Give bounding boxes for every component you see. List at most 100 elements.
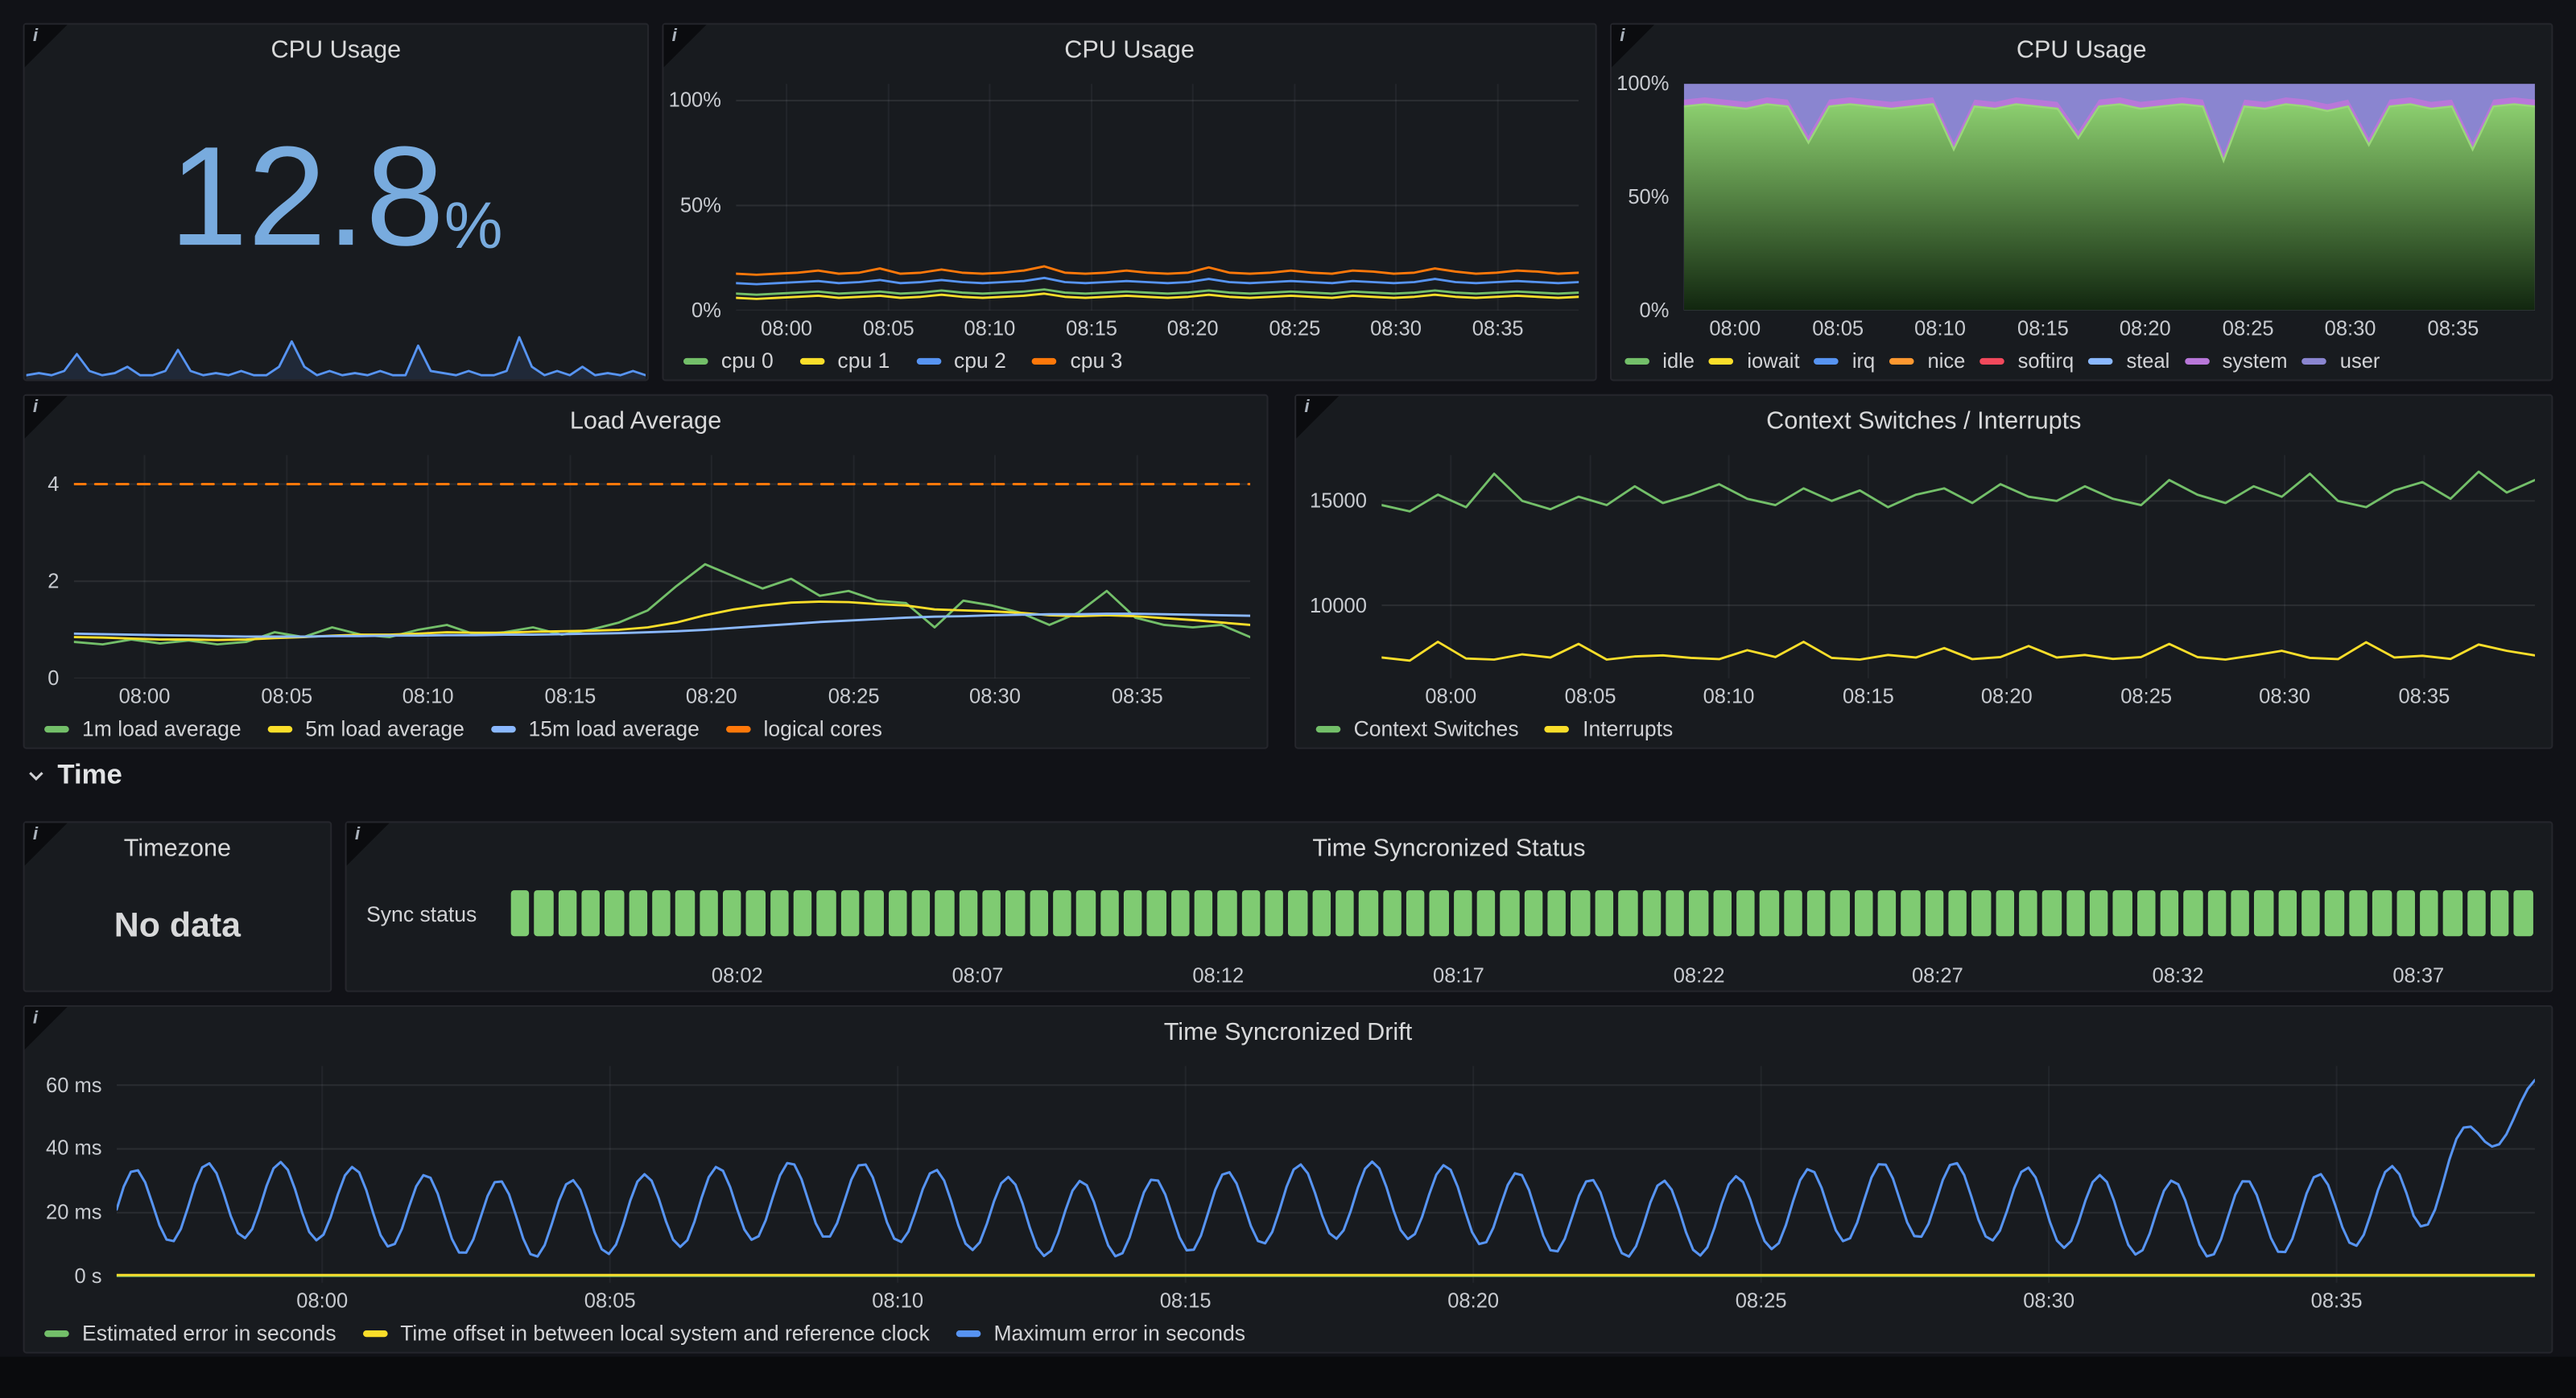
legend-item-irq[interactable]: irq bbox=[1814, 349, 1875, 372]
legend-item-cpu-1[interactable]: cpu 1 bbox=[799, 348, 890, 373]
status-bar bbox=[958, 890, 978, 937]
legend-item-cpu-3[interactable]: cpu 3 bbox=[1032, 348, 1123, 373]
panel-info-icon[interactable]: i bbox=[24, 1007, 68, 1050]
panel-title[interactable]: CPU Usage bbox=[663, 25, 1595, 74]
status-bar bbox=[1052, 890, 1072, 937]
x-axis-label: 08:30 bbox=[969, 685, 1021, 708]
legend-item-steal[interactable]: steal bbox=[2088, 348, 2170, 373]
x-axis-label: 08:05 bbox=[1812, 316, 1864, 340]
panel-info-icon[interactable]: i bbox=[346, 823, 390, 866]
y-axis-label: 0% bbox=[1639, 299, 1670, 322]
legend-swatch bbox=[1545, 725, 1570, 732]
status-bar bbox=[1712, 890, 1732, 937]
legend-label: steal bbox=[2126, 348, 2170, 373]
panel-cpu-usage-per-core: i CPU Usage 0% 50% 100% 08:00 08:05 08:10 08:… bbox=[662, 23, 1597, 381]
x-axis-label: 08:25 bbox=[828, 685, 880, 708]
panel-title-text: Load Average bbox=[569, 406, 722, 435]
status-bar bbox=[1971, 890, 1991, 937]
x-axis-label: 08:15 bbox=[1842, 685, 1894, 708]
legend-item-logical-cores[interactable]: logical cores bbox=[725, 716, 882, 740]
legend-item-estimated-error-in-seconds[interactable]: Estimated error in seconds bbox=[44, 1321, 336, 1345]
legend-label: Context Switches bbox=[1353, 715, 1519, 741]
y-axis-label: 60 ms bbox=[46, 1073, 102, 1097]
status-bar bbox=[840, 890, 860, 937]
legend-item-system[interactable]: system bbox=[2184, 349, 2287, 372]
x-axis: 08:00 08:05 08:10 08:15 08:20 08:25 08:30 08:35 bbox=[736, 311, 1579, 342]
panel-info-icon[interactable]: i bbox=[24, 823, 68, 866]
panel-title[interactable]: CPU Usage bbox=[1612, 25, 2551, 74]
legend-swatch bbox=[490, 725, 516, 732]
plot-area[interactable] bbox=[736, 84, 1579, 311]
no-data-message: No data bbox=[114, 906, 241, 945]
x-axis-label: 08:15 bbox=[2017, 316, 2069, 340]
legend-item-1m-load-average[interactable]: 1m load average bbox=[44, 716, 242, 740]
legend-label: cpu 3 bbox=[1070, 348, 1123, 373]
status-bar bbox=[2513, 890, 2533, 937]
status-bar bbox=[1194, 890, 1213, 937]
x-axis-label: 08:25 bbox=[2120, 685, 2173, 708]
legend-item-5m-load-average[interactable]: 5m load average bbox=[267, 716, 464, 740]
plot-area[interactable] bbox=[116, 1066, 2535, 1283]
y-axis: 0% 50% 100% bbox=[663, 84, 736, 322]
x-axis-label: 08:05 bbox=[862, 316, 914, 340]
panel-title[interactable]: Load Average bbox=[25, 396, 1267, 445]
panel-title[interactable]: Time Syncronized Status bbox=[347, 823, 2552, 872]
panel-cpu-usage-stat: i CPU Usage 12.8 % bbox=[23, 23, 650, 381]
legend-item-15m-load-average[interactable]: 15m load average bbox=[490, 716, 700, 740]
legend-item-time-offset-in-between-local-system-and-reference-clock[interactable]: Time offset in between local system and … bbox=[362, 1320, 930, 1346]
legend-item-idle[interactable]: idle bbox=[1624, 349, 1695, 372]
status-bar bbox=[1476, 890, 1496, 937]
panel-info-icon[interactable]: i bbox=[24, 395, 68, 439]
panel-title[interactable]: CPU Usage bbox=[25, 25, 647, 74]
legend-item-softirq[interactable]: softirq bbox=[1979, 349, 2074, 372]
x-axis-label: 08:20 bbox=[685, 685, 737, 708]
y-axis-label: 20 ms bbox=[46, 1201, 102, 1224]
status-bar bbox=[793, 890, 813, 937]
status-bar bbox=[675, 890, 695, 937]
status-bar bbox=[911, 890, 931, 937]
legend-label: cpu 1 bbox=[837, 348, 890, 373]
x-axis: 08:00 08:05 08:10 08:15 08:20 08:25 08:30 08:35 bbox=[1684, 311, 2535, 342]
legend-label: Interrupts bbox=[1583, 715, 1674, 741]
legend-item-cpu-2[interactable]: cpu 2 bbox=[916, 348, 1006, 373]
legend-label: Time offset in between local system and … bbox=[400, 1320, 930, 1346]
x-axis-label: 08:22 bbox=[1673, 963, 1725, 988]
panel-info-icon[interactable]: i bbox=[663, 24, 707, 68]
status-bar bbox=[1335, 890, 1355, 937]
panel-title[interactable]: Context Switches / Interrupts bbox=[1296, 396, 2551, 445]
status-bar bbox=[2348, 890, 2368, 937]
stat-sparkline bbox=[26, 320, 646, 380]
status-history-bars[interactable] bbox=[510, 890, 2533, 937]
legend-item-iowait[interactable]: iowait bbox=[1709, 349, 1800, 372]
y-axis: 0% 50% 100% bbox=[1612, 72, 1684, 322]
x-axis-label: 08:05 bbox=[1564, 685, 1616, 708]
legend-item-context-switches[interactable]: Context Switches bbox=[1315, 715, 1519, 741]
panel-title[interactable]: Timezone bbox=[25, 823, 331, 872]
plot-area[interactable] bbox=[1381, 455, 2535, 678]
panel-time-syncronized-drift: i Time Syncronized Drift 0 s 20 ms 40 ms 60… bbox=[23, 1004, 2553, 1354]
plot-area[interactable] bbox=[73, 455, 1251, 678]
status-bar bbox=[817, 890, 836, 937]
status-bar bbox=[1265, 890, 1284, 937]
legend-item-nice[interactable]: nice bbox=[1889, 349, 1965, 372]
panel-title[interactable]: Time Syncronized Drift bbox=[25, 1007, 2552, 1056]
legend-item-maximum-error-in-seconds[interactable]: Maximum error in seconds bbox=[956, 1321, 1245, 1345]
legend-item-user[interactable]: user bbox=[2301, 349, 2380, 372]
x-axis-label: 08:35 bbox=[2398, 685, 2450, 708]
legend-item-cpu-0[interactable]: cpu 0 bbox=[683, 348, 774, 373]
panel-info-icon[interactable]: i bbox=[1612, 24, 1655, 68]
status-bar bbox=[1311, 890, 1331, 937]
plot-area[interactable] bbox=[1683, 84, 2535, 311]
x-axis: 08:00 08:05 08:10 08:15 08:20 08:25 08:30 08:35 bbox=[74, 678, 1250, 710]
panel-info-icon[interactable]: i bbox=[24, 24, 68, 68]
status-bar bbox=[2325, 890, 2344, 937]
legend-swatch bbox=[1814, 357, 1839, 365]
section-time[interactable]: Time bbox=[27, 759, 122, 792]
x-axis-label: 08:00 bbox=[1709, 316, 1761, 340]
panel-info-icon[interactable]: i bbox=[1296, 395, 1340, 439]
x-axis: 08:02 08:07 08:12 08:17 08:22 08:27 08:32 08:37 bbox=[511, 955, 2532, 991]
y-axis: 0 s 20 ms 40 ms 60 ms bbox=[25, 1066, 117, 1288]
legend-item-interrupts[interactable]: Interrupts bbox=[1545, 715, 1674, 741]
status-bar bbox=[1948, 890, 1967, 937]
